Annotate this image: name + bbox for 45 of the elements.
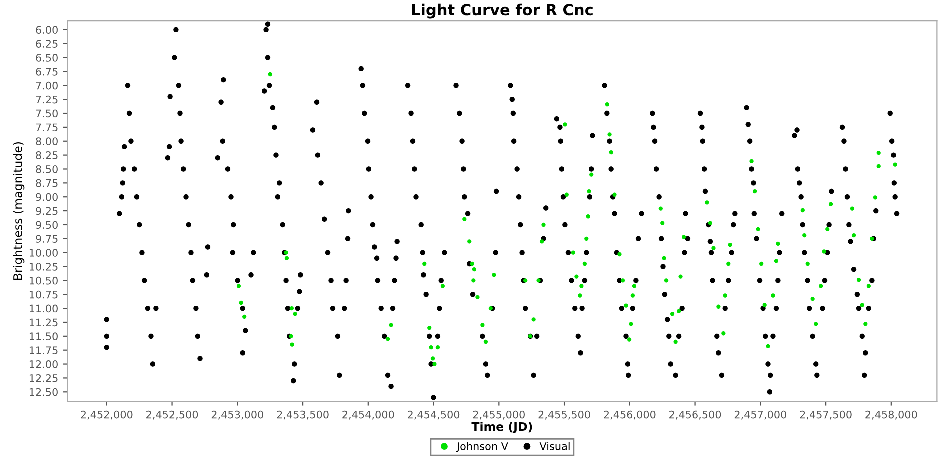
y-tick-label: 10.50 bbox=[30, 276, 58, 285]
x-tick-label: 2,452,500 bbox=[146, 410, 198, 420]
chart-title: Light Curve for R Cnc bbox=[412, 4, 593, 19]
y-tick-label: 12.25 bbox=[30, 374, 58, 382]
y-tick-label: 11.75 bbox=[30, 346, 58, 354]
y-tick-label: 6.75 bbox=[36, 68, 58, 76]
x-tick-label: 2,453,000 bbox=[212, 410, 264, 420]
y-tick-label: 6.50 bbox=[36, 54, 58, 62]
y-tick-label: 12.00 bbox=[30, 360, 58, 368]
y-tick-label: 9.25 bbox=[36, 207, 58, 216]
y-tick-label: 8.00 bbox=[36, 138, 58, 146]
x-axis-title: Time (JD) bbox=[472, 422, 532, 434]
y-tick-label: 9.50 bbox=[36, 221, 58, 230]
y-tick-label: 7.25 bbox=[36, 96, 58, 104]
y-tick-label: 9.75 bbox=[36, 235, 58, 244]
x-tick-label: 2,456,500 bbox=[670, 410, 722, 420]
y-tick-label: 10.25 bbox=[30, 262, 58, 271]
y-tick-label: 8.25 bbox=[36, 152, 58, 160]
y-tick-label: 11.25 bbox=[30, 318, 58, 327]
x-tick-label: 2,457,000 bbox=[734, 410, 786, 420]
x-tick-label: 2,455,500 bbox=[538, 410, 590, 420]
y-tick-label: 10.00 bbox=[30, 249, 58, 257]
x-tick-label: 2,456,000 bbox=[604, 410, 656, 420]
y-tick-label: 6.00 bbox=[36, 26, 58, 34]
y-tick-label: 7.50 bbox=[36, 110, 58, 118]
legend-label: Johnson V bbox=[456, 442, 508, 452]
y-tick-label: 7.75 bbox=[36, 124, 58, 132]
x-tick-label: 2,458,000 bbox=[866, 410, 918, 420]
y-axis-title: Brightness (magnitude) bbox=[13, 142, 25, 280]
y-tick-label: 12.50 bbox=[30, 388, 58, 396]
y-tick-label: 10.75 bbox=[30, 290, 58, 299]
x-tick-label: 2,455,000 bbox=[473, 410, 525, 420]
x-tick-label: 2,454,000 bbox=[342, 410, 394, 420]
y-tick-label: 7.00 bbox=[36, 82, 58, 90]
y-tick-label: 11.00 bbox=[30, 304, 58, 313]
y-tick-label: 6.25 bbox=[36, 40, 58, 48]
y-tick-label: 8.50 bbox=[36, 165, 58, 174]
x-tick-label: 2,453,500 bbox=[277, 410, 329, 420]
y-tick-label: 8.75 bbox=[36, 179, 58, 188]
y-tick-label: 9.00 bbox=[36, 193, 58, 202]
y-tick-label: 11.50 bbox=[30, 332, 58, 341]
legend-label: Visual bbox=[540, 442, 570, 450]
x-tick-label: 2,452,000 bbox=[81, 410, 133, 420]
x-tick-label: 2,457,500 bbox=[800, 410, 852, 420]
x-tick-label: 2,454,500 bbox=[408, 410, 460, 420]
